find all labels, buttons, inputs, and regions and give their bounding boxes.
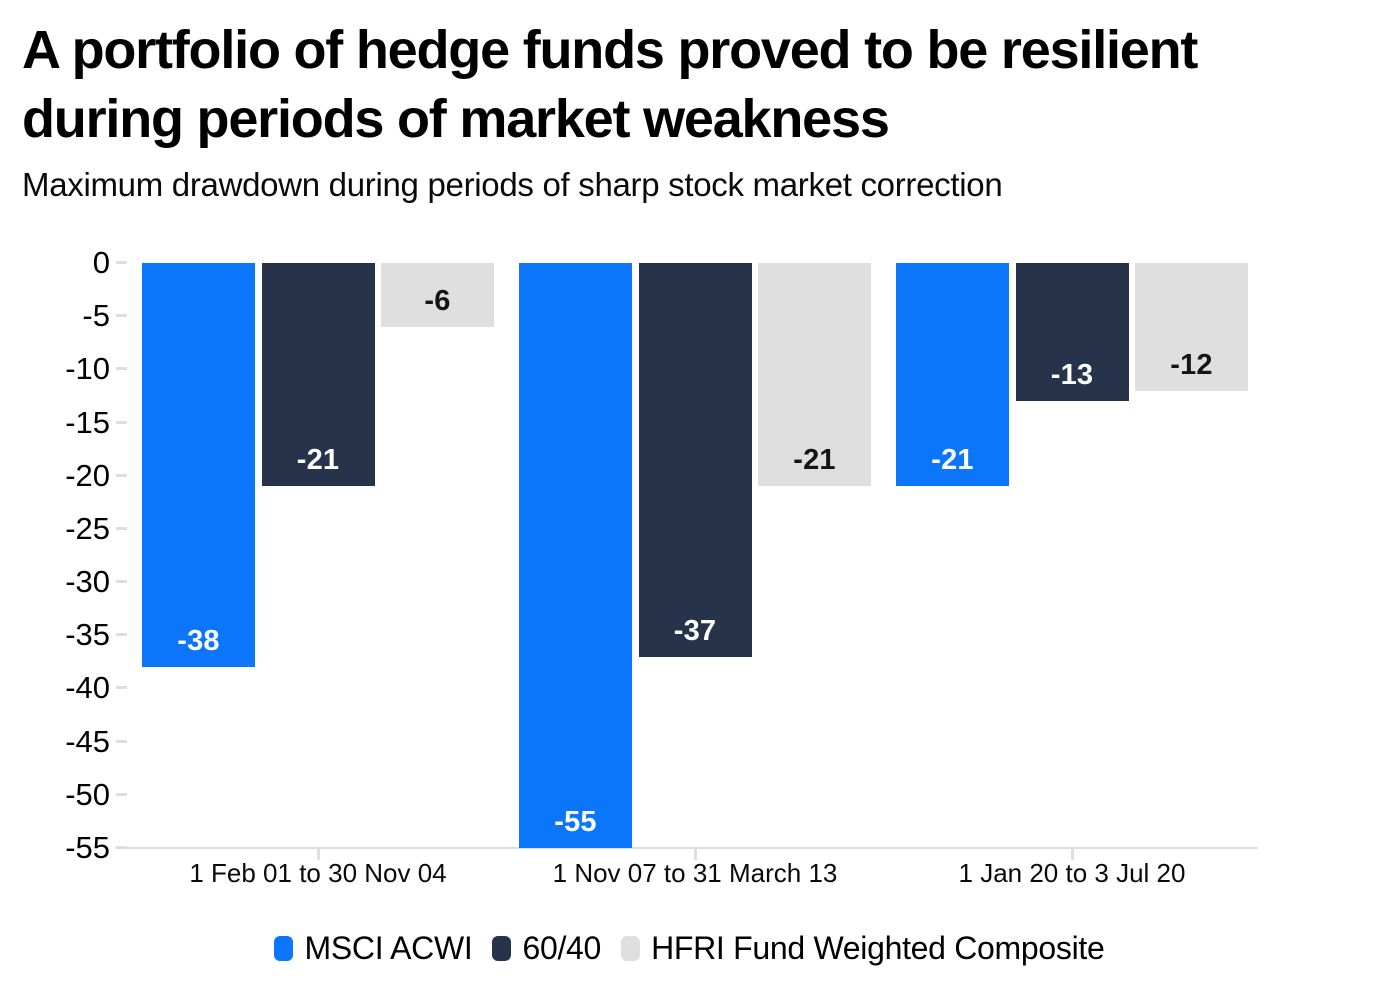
- y-axis-tick-label: -50: [65, 776, 110, 812]
- y-axis-tick-label: -55: [65, 830, 110, 865]
- bar-value-label: -12: [1170, 348, 1213, 381]
- chart-header: A portfolio of hedge funds proved to be …: [22, 16, 1198, 204]
- y-axis-tick-label: -20: [65, 457, 110, 493]
- legend-label-msci-acwi: MSCI ACWI: [304, 930, 473, 966]
- y-axis-tick-label: -35: [65, 617, 110, 653]
- legend-swatch-hfri-fund-weighted-composite: [621, 935, 641, 961]
- y-axis-tick-mark: [116, 792, 127, 796]
- bar-hfri-fund-weighted-composite: [1135, 263, 1248, 391]
- y-axis-tick-mark: [116, 580, 127, 584]
- y-axis-tick-mark: [116, 473, 127, 477]
- x-axis-category-label: 1 Feb 01 to 30 Nov 04: [189, 858, 447, 888]
- y-axis-tick-label: -5: [82, 298, 110, 334]
- chart-title: A portfolio of hedge funds proved to be …: [22, 16, 1198, 154]
- bar-msci-acwi: [142, 263, 255, 668]
- bar-value-label: -38: [177, 625, 220, 658]
- bar-value-label: -21: [931, 444, 974, 477]
- x-axis-tick-mark: [316, 849, 320, 860]
- y-axis-tick-mark: [116, 367, 127, 371]
- legend-item-60-40: 60/40: [492, 930, 601, 966]
- bar-msci-acwi: [896, 263, 1009, 487]
- legend-swatch-msci-acwi: [274, 935, 294, 961]
- chart-subtitle: Maximum drawdown during periods of sharp…: [22, 166, 1003, 203]
- y-axis-tick-label: -40: [65, 670, 110, 706]
- bar-value-label: -13: [1050, 359, 1094, 392]
- bar-60-40: [1015, 263, 1129, 402]
- y-axis-tick-mark: [116, 261, 127, 264]
- y-axis-tick-label: -45: [65, 723, 110, 759]
- legend-label-hfri-fund-weighted-composite: HFRI Fund Weighted Composite: [651, 930, 1105, 966]
- chart-legend: MSCI ACWI 60/40 HFRI Fund Weighted Composi…: [0, 930, 1379, 966]
- chart-title-line-2: during periods of market weakness: [22, 89, 890, 149]
- legend-item-hfri-fund-weighted-composite: HFRI Fund Weighted Composite: [621, 930, 1105, 966]
- legend-swatch-60-40: [492, 935, 512, 961]
- x-axis-tick-mark: [1070, 849, 1074, 860]
- bar-value-label: -21: [296, 444, 340, 477]
- bar-hfri-fund-weighted-composite: [381, 263, 494, 327]
- bar-60-40: [638, 263, 752, 657]
- x-axis-line: [115, 847, 1258, 849]
- y-axis-tick-label: -10: [65, 351, 110, 387]
- bar-60-40: [261, 263, 375, 487]
- bar-value-label: -21: [793, 444, 836, 477]
- y-axis-tick-label: -25: [65, 510, 110, 546]
- bar-value-label: -55: [554, 806, 597, 838]
- bar-msci-acwi: [519, 263, 632, 848]
- x-axis-category-label: 1 Jan 20 to 3 Jul 20: [958, 858, 1186, 888]
- x-axis-category-label: 1 Nov 07 to 31 March 13: [552, 858, 838, 888]
- y-axis-tick-mark: [116, 633, 127, 637]
- x-axis-tick-mark: [693, 849, 697, 860]
- bar-value-label: -37: [673, 614, 717, 647]
- y-axis-tick-mark: [116, 314, 127, 318]
- bar-hfri-fund-weighted-composite: [758, 263, 871, 487]
- bar-value-label: -6: [424, 284, 451, 317]
- y-axis-tick-mark: [116, 526, 127, 530]
- chart-title-line-1: A portfolio of hedge funds proved to be …: [22, 20, 1198, 80]
- legend-item-msci-acwi: MSCI ACWI: [274, 930, 473, 966]
- y-axis-tick-label: -15: [65, 404, 110, 440]
- y-axis-tick-mark: [116, 739, 127, 743]
- y-axis-tick-mark: [116, 420, 127, 424]
- y-axis-tick-label: 0: [92, 245, 110, 280]
- y-axis-tick-mark: [116, 686, 127, 690]
- legend-label-60-40: 60/40: [522, 930, 602, 966]
- y-axis-tick-label: -30: [65, 564, 110, 600]
